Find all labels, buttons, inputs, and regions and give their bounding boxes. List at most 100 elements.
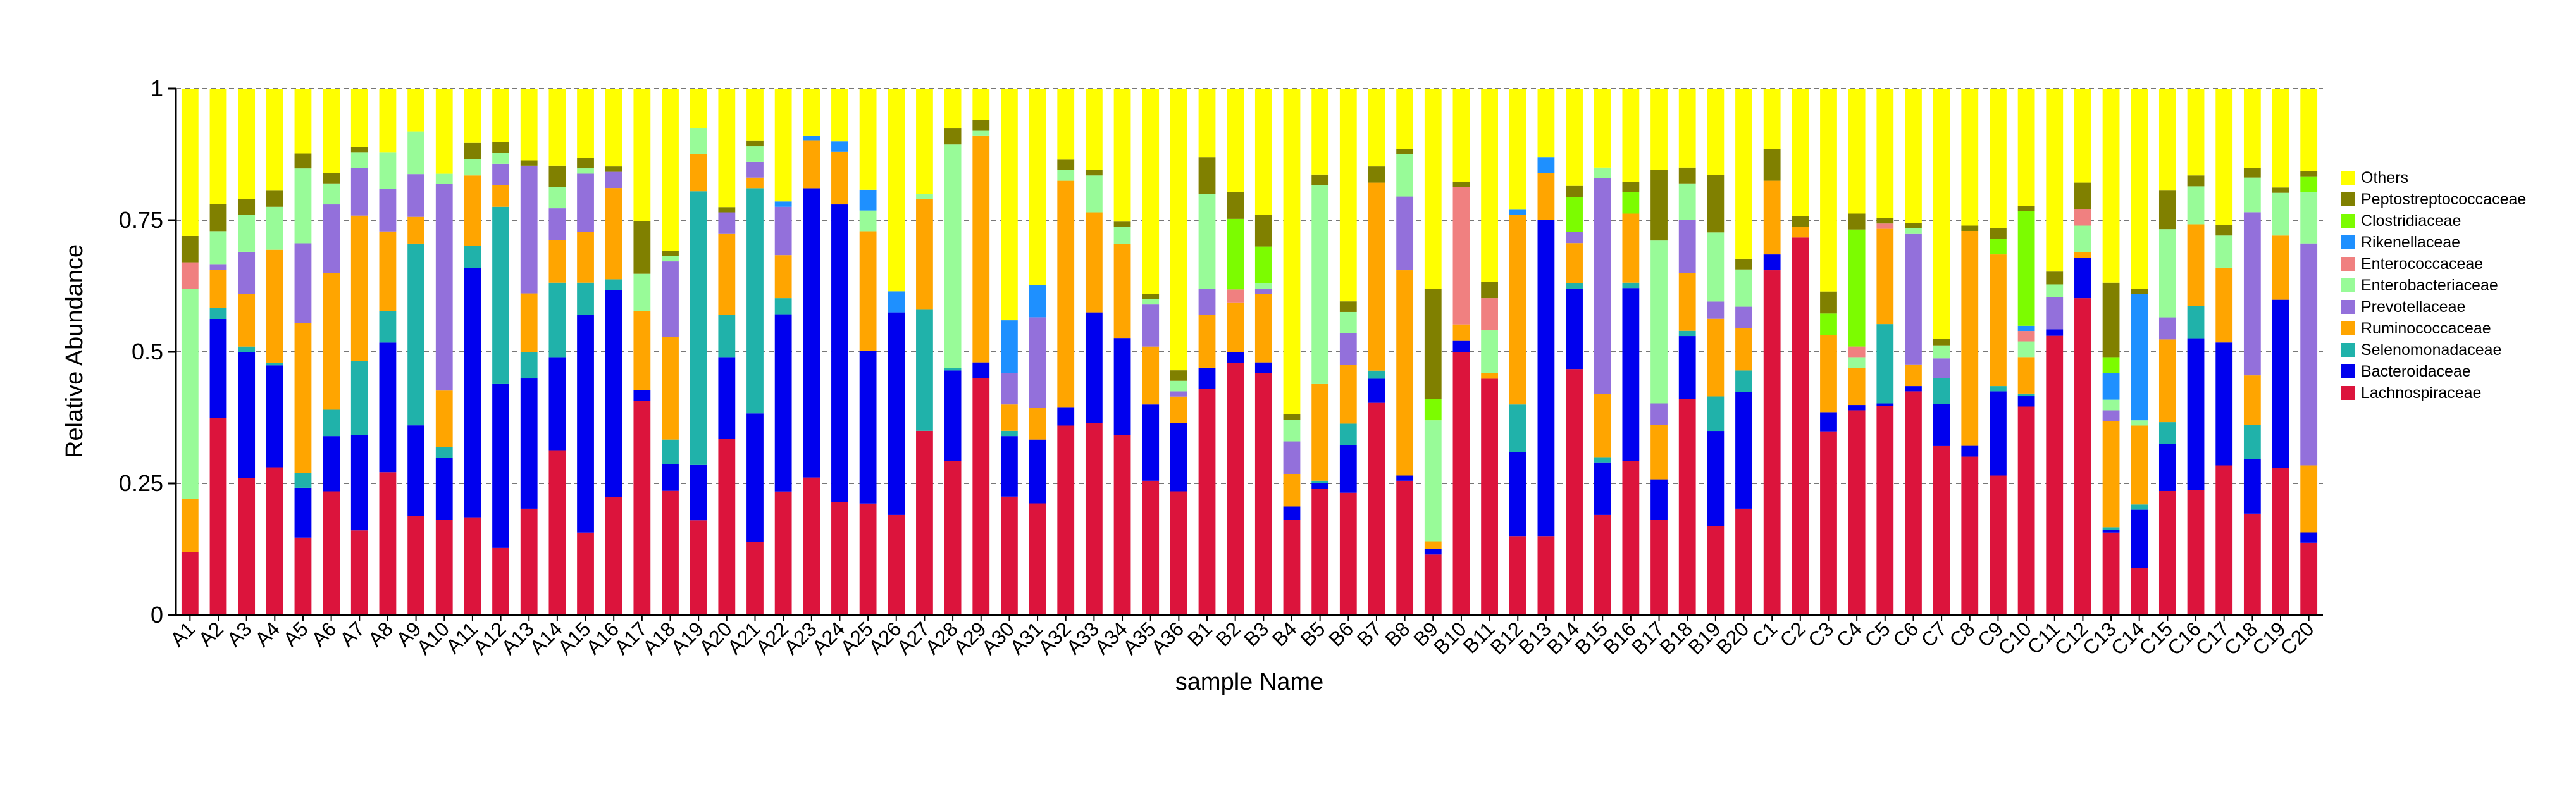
bar-segment	[718, 315, 736, 358]
bar-segment	[379, 311, 397, 343]
bar-stack-A15	[577, 89, 594, 615]
bar-segment	[2017, 206, 2035, 211]
bar-segment	[1678, 273, 1696, 331]
bar-segment	[1368, 370, 1385, 379]
bar-segment	[1735, 269, 1752, 307]
bar-segment	[1735, 328, 1752, 371]
bar-stack-B1	[1198, 89, 1216, 615]
bar-segment	[520, 378, 538, 509]
bar-segment	[718, 357, 736, 439]
bar-segment	[181, 235, 199, 263]
bar-segment	[407, 131, 424, 175]
bar-segment	[548, 282, 566, 358]
bar-stack-C11	[2046, 89, 2064, 615]
bar-segment	[1254, 289, 1272, 294]
bar-segment	[1707, 318, 1725, 397]
bar-segment	[1396, 89, 1414, 149]
bar-segment	[1227, 218, 1244, 290]
bar-segment	[1678, 89, 1696, 168]
bar-segment	[1707, 396, 1725, 432]
bar-stack-A3	[238, 89, 256, 615]
bar-segment	[577, 89, 594, 158]
bar-segment	[2074, 252, 2091, 258]
bar-segment	[2215, 235, 2233, 268]
bar-stack-C17	[2215, 89, 2233, 615]
bar-segment	[1566, 243, 1583, 283]
bar-segment	[379, 89, 397, 153]
bar-segment	[492, 163, 509, 185]
bar-segment	[1001, 436, 1018, 497]
bar-segment	[1763, 270, 1781, 615]
bar-stack-A28	[944, 89, 962, 615]
bar-segment	[1001, 404, 1018, 431]
bar-segment	[1481, 330, 1498, 373]
bar-segment	[1113, 244, 1131, 339]
bar-segment	[1396, 475, 1414, 481]
bar-segment	[916, 194, 933, 199]
bar-segment	[2272, 299, 2289, 468]
bar-segment	[2102, 532, 2120, 615]
bar-segment	[2187, 186, 2205, 225]
bar-segment	[1339, 301, 1357, 312]
bar-segment	[294, 153, 312, 169]
bar-segment	[944, 89, 962, 129]
bar-stack-A22	[774, 89, 792, 615]
bar-segment	[2102, 421, 2120, 528]
bar-segment	[2300, 176, 2318, 192]
bar-segment	[294, 243, 312, 323]
bar-segment	[492, 153, 509, 164]
legend-label: Bacteroidaceae	[2361, 363, 2471, 380]
bar-segment	[1990, 89, 2007, 228]
bar-segment	[1990, 391, 2007, 476]
bar-segment	[662, 251, 679, 256]
bar-segment	[1170, 391, 1187, 397]
bar-segment	[1311, 489, 1329, 615]
bar-segment	[1057, 89, 1075, 160]
legend-label: Ruminococcaceae	[2361, 320, 2491, 337]
bar-segment	[1622, 89, 1640, 182]
bar-segment	[1763, 254, 1781, 271]
bar-segment	[1227, 302, 1244, 352]
bar-segment	[2187, 89, 2205, 176]
bar-stack-A36	[1170, 89, 1187, 615]
bar-stack-B5	[1311, 89, 1329, 615]
bar-segment	[1424, 549, 1442, 555]
bar-segment	[1113, 221, 1131, 227]
bar-segment	[520, 160, 538, 166]
bar-segment	[266, 206, 283, 250]
bar-segment	[972, 135, 990, 363]
bar-segment	[2074, 182, 2091, 210]
bar-segment	[1481, 89, 1498, 282]
bar-segment	[1001, 89, 1018, 321]
bar-segment	[1961, 225, 1979, 231]
bar-segment	[1424, 89, 1442, 289]
bar-segment	[605, 171, 622, 189]
legend-swatch	[2341, 192, 2355, 206]
bar-segment	[690, 128, 707, 154]
bar-segment	[1142, 346, 1160, 405]
bar-segment	[1763, 89, 1781, 149]
legend-label: Prevotellaceae	[2361, 298, 2465, 316]
bar-segment	[1142, 480, 1160, 615]
bar-stack-A21	[746, 89, 764, 615]
bar-segment	[2046, 329, 2064, 336]
bar-stack-B3	[1254, 89, 1272, 615]
bar-segment	[746, 177, 764, 189]
bar-segment	[1876, 223, 1894, 229]
legend-label: Peptostreptococcaceae	[2361, 190, 2526, 208]
bar-segment	[577, 173, 594, 232]
bar-segment	[238, 215, 256, 252]
bar-segment	[1283, 441, 1301, 474]
bar-segment	[944, 370, 962, 461]
bar-segment	[1820, 291, 1837, 314]
bar-segment	[577, 168, 594, 174]
bar-segment	[1170, 423, 1187, 492]
bar-segment	[718, 207, 736, 213]
bar-segment	[294, 537, 312, 615]
bar-segment	[1566, 289, 1583, 370]
bar-segment	[1057, 170, 1075, 181]
bar-segment	[1933, 378, 1950, 404]
bar-segment	[1678, 336, 1696, 399]
bar-segment	[1339, 423, 1357, 445]
bar-segment	[1933, 89, 1950, 339]
